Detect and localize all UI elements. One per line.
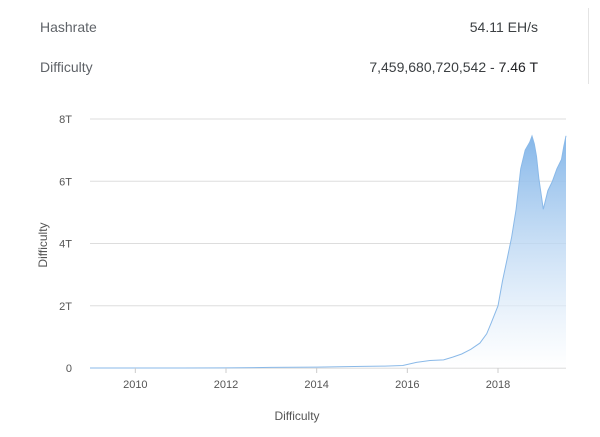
y-axis-label: Difficulty — [36, 222, 50, 267]
y-tick-labels: 0 2T 4T 6T 8T — [59, 114, 72, 375]
hashrate-row: Hashrate 54.11 EH/s — [0, 8, 600, 48]
difficulty-row: Difficulty 7,459,680,720,542 - 7.46 T — [0, 48, 600, 88]
difficulty-value-full: 7,459,680,720,542 — [369, 59, 487, 75]
difficulty-value-short: 7.46 T — [498, 59, 538, 75]
series-line — [90, 134, 567, 369]
difficulty-chart: 0 2T 4T 6T 8T 2010 2012 2014 2016 2018 Difficult… — [36, 114, 567, 423]
y-tick-label: 2T — [59, 301, 72, 313]
difficulty-value: 7,459,680,720,542 - 7.46 T — [369, 59, 538, 75]
y-tick-label: 8T — [59, 114, 72, 126]
hashrate-label: Hashrate — [40, 19, 97, 35]
y-tick-label: 0 — [66, 363, 72, 375]
series-area — [90, 135, 566, 368]
difficulty-label: Difficulty — [40, 59, 93, 75]
x-tick-label: 2018 — [486, 379, 510, 391]
scrollbar-divider — [588, 8, 589, 84]
x-tick-label: 2014 — [304, 379, 328, 391]
x-tick-label: 2016 — [395, 379, 419, 391]
x-tick-label: 2010 — [123, 379, 147, 391]
y-tick-label: 6T — [59, 176, 72, 188]
x-tick-label: 2012 — [214, 379, 238, 391]
difficulty-separator: - — [486, 59, 499, 75]
x-tick-labels: 2010 2012 2014 2016 2018 — [123, 368, 510, 391]
hashrate-value: 54.11 EH/s — [469, 19, 538, 35]
area-layer — [90, 134, 567, 369]
x-axis-label: Difficulty — [274, 409, 319, 423]
y-tick-label: 4T — [59, 239, 72, 251]
